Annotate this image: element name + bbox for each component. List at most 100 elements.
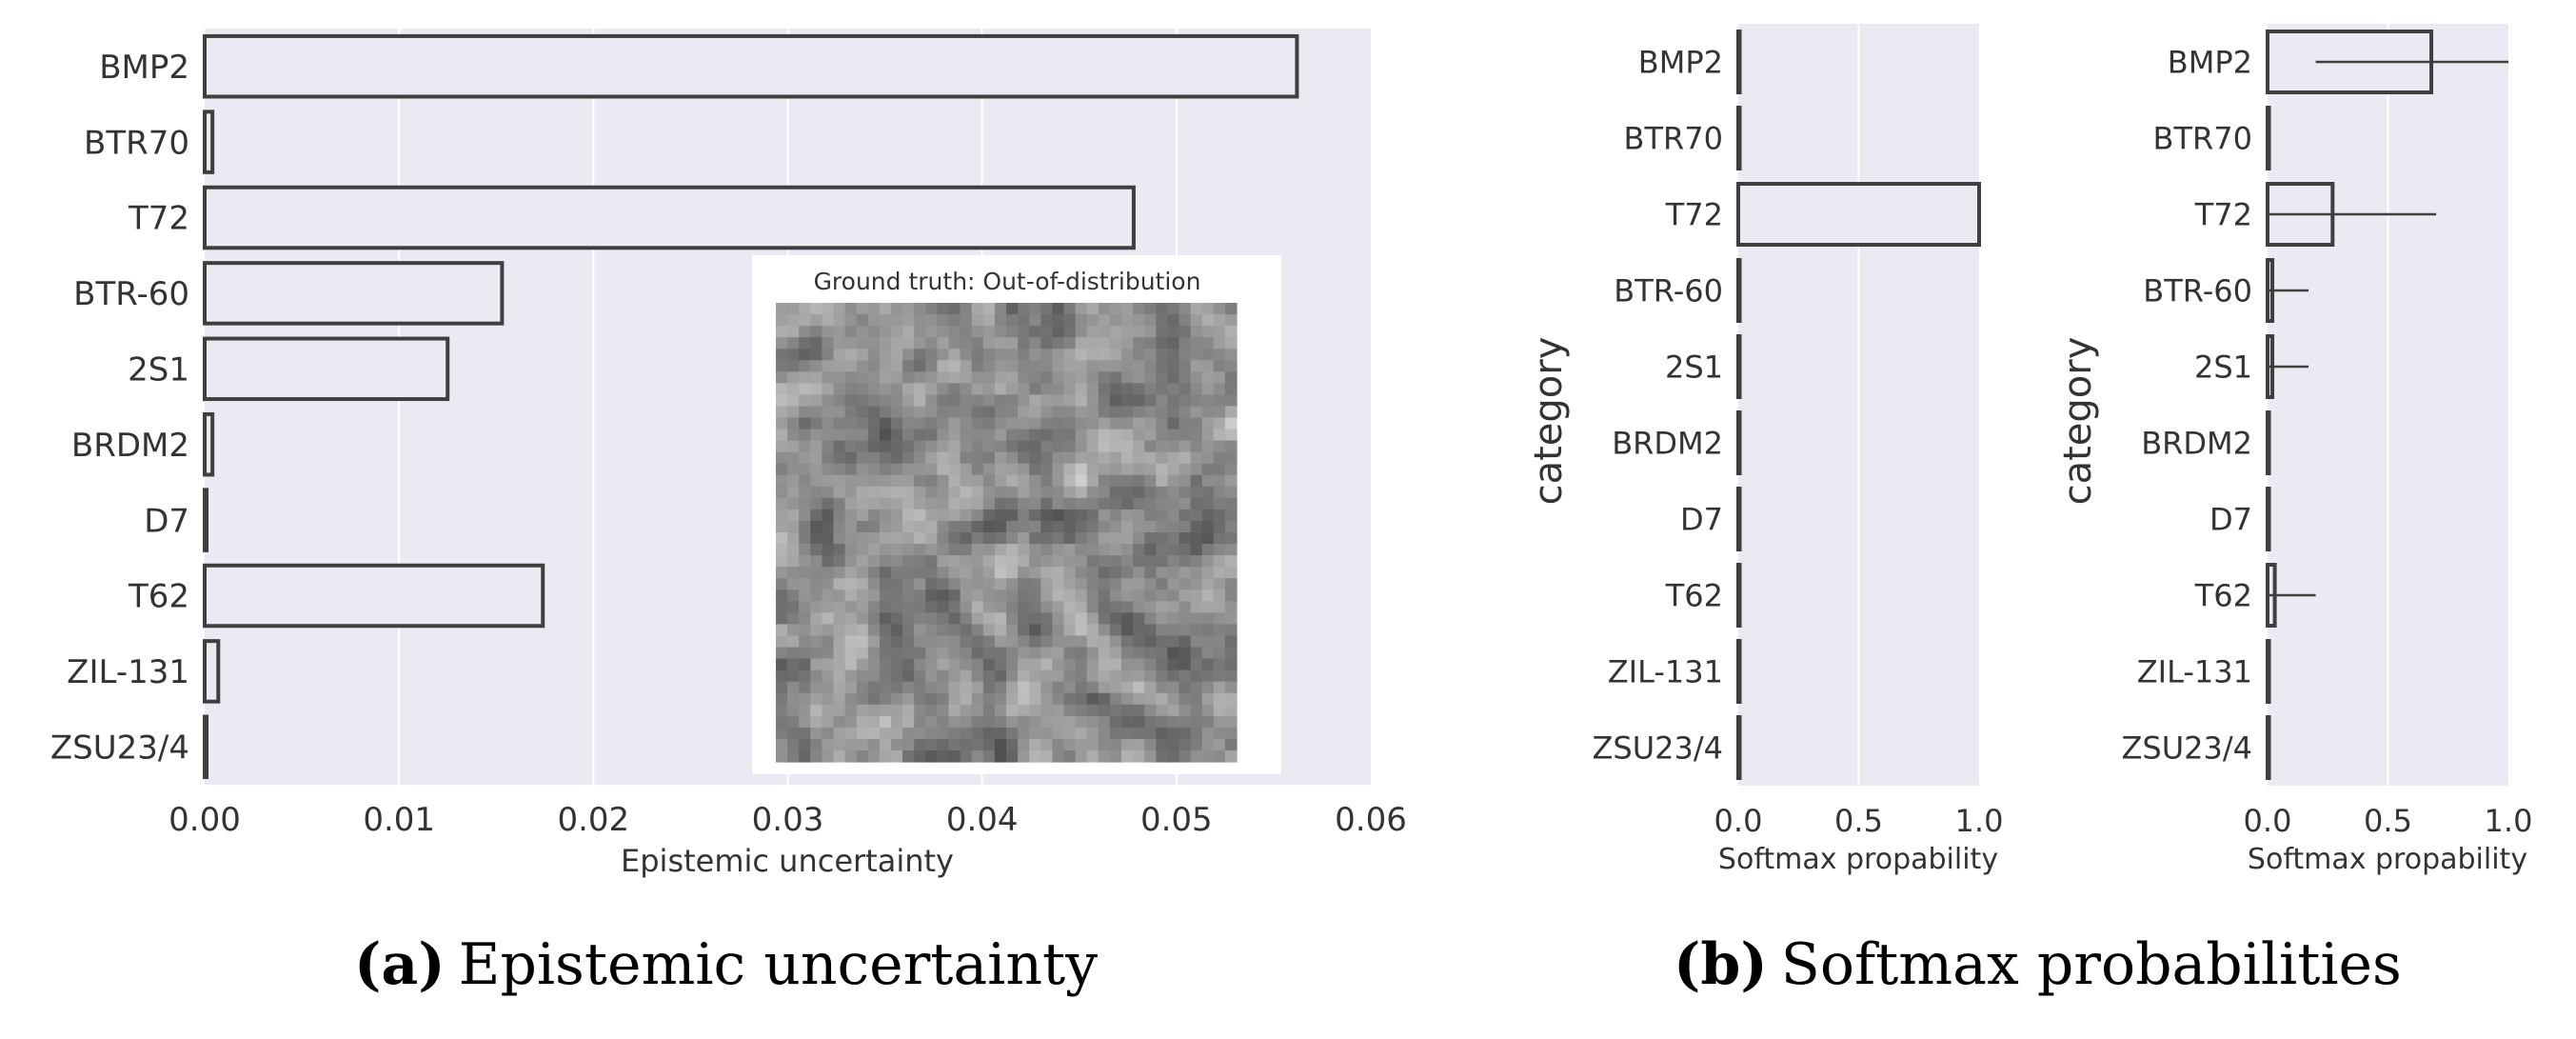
noise-pixel (833, 486, 846, 499)
noise-pixel (948, 429, 961, 442)
noise-pixel (1144, 624, 1157, 637)
noise-pixel (787, 738, 800, 751)
noise-pixel (994, 692, 1007, 706)
noise-pixel (1167, 738, 1180, 751)
noise-pixel (1086, 406, 1100, 419)
noise-pixel (822, 440, 835, 453)
bar-btr-60 (203, 261, 505, 326)
noise-pixel (776, 371, 788, 384)
noise-pixel (856, 440, 869, 453)
noise-pixel (902, 532, 915, 545)
noise-pixel (787, 567, 800, 579)
noise-pixel (810, 704, 822, 717)
noise-pixel (902, 337, 915, 350)
noise-pixel (1075, 326, 1088, 338)
noise-pixel (1040, 474, 1053, 488)
noise-pixel (971, 474, 984, 488)
noise-pixel (1006, 715, 1019, 729)
noise-pixel (787, 601, 800, 613)
noise-pixel (810, 474, 822, 488)
noise-pixel (776, 474, 788, 488)
noise-pixel (902, 624, 915, 637)
noise-pixel (891, 715, 903, 729)
noise-pixel (1201, 647, 1215, 660)
noise-pixel (937, 532, 950, 545)
noise-pixel (1006, 360, 1019, 372)
noise-pixel (914, 440, 926, 453)
noise-pixel (1098, 647, 1111, 660)
noise-pixel (1201, 314, 1215, 327)
noise-pixel (1052, 567, 1065, 579)
noise-pixel (960, 704, 973, 717)
noise-pixel (856, 394, 869, 408)
noise-pixel (891, 749, 903, 763)
noise-pixel (1086, 544, 1100, 556)
noise-pixel (1133, 669, 1145, 683)
noise-pixel (867, 337, 881, 350)
noise-pixel (1029, 669, 1041, 683)
noise-pixel (1133, 738, 1145, 751)
noise-pixel (891, 440, 903, 453)
category-label-btr-60: BTR-60 (1614, 273, 1723, 310)
noise-pixel (1075, 417, 1088, 430)
noise-pixel (833, 658, 846, 671)
noise-pixel (1052, 463, 1065, 476)
noise-pixel (867, 727, 881, 740)
noise-pixel (1167, 463, 1180, 476)
noise-pixel (1063, 555, 1077, 568)
noise-pixel (833, 360, 846, 372)
noise-pixel (1156, 429, 1168, 442)
noise-pixel (1167, 429, 1180, 442)
noise-pixel (914, 486, 926, 499)
noise-pixel (1133, 749, 1145, 763)
noise-pixel (1121, 635, 1134, 649)
noise-pixel (1213, 440, 1226, 453)
noise-pixel (948, 715, 961, 729)
noise-pixel (810, 749, 822, 763)
noise-pixel (982, 417, 996, 430)
noise-pixel (1224, 544, 1238, 556)
noise-pixel (1098, 624, 1111, 637)
noise-pixel (822, 417, 835, 430)
noise-pixel (1190, 555, 1203, 568)
noise-pixel (1144, 544, 1157, 556)
noise-pixel (1167, 578, 1180, 590)
noise-pixel (1098, 394, 1111, 408)
noise-pixel (1006, 349, 1019, 361)
noise-pixel (925, 635, 938, 649)
noise-pixel (1018, 589, 1030, 602)
noise-pixel (1018, 601, 1030, 613)
noise-pixel (856, 669, 869, 683)
noise-pixel (1006, 749, 1019, 763)
noise-pixel (937, 474, 950, 488)
noise-pixel (994, 589, 1007, 602)
noise-pixel (856, 749, 869, 763)
noise-pixel (810, 394, 822, 408)
noise-pixel (1098, 669, 1111, 683)
noise-pixel (1075, 635, 1088, 649)
x-tick-label: 1.0 (1955, 803, 2004, 839)
noise-pixel (1133, 371, 1145, 384)
noise-pixel (1040, 463, 1053, 476)
noise-pixel (856, 326, 869, 338)
noise-pixel (867, 440, 881, 453)
noise-pixel (799, 681, 811, 694)
noise-pixel (914, 497, 926, 510)
noise-pixel (1006, 658, 1019, 671)
noise-pixel (1121, 314, 1134, 327)
noise-pixel (810, 567, 822, 579)
noise-pixel (902, 681, 915, 694)
noise-pixel (1201, 486, 1215, 499)
noise-pixel (1224, 371, 1238, 384)
noise-pixel (1224, 509, 1238, 522)
noise-pixel (879, 738, 892, 751)
noise-pixel (1156, 589, 1168, 602)
noise-pixel (960, 612, 973, 625)
noise-pixel (856, 360, 869, 372)
noise-pixel (1109, 349, 1122, 361)
noise-pixel (1040, 440, 1053, 453)
noise-pixel (1075, 429, 1088, 442)
noise-pixel (867, 749, 881, 763)
noise-pixel (1179, 555, 1192, 568)
noise-pixel (1190, 658, 1203, 671)
